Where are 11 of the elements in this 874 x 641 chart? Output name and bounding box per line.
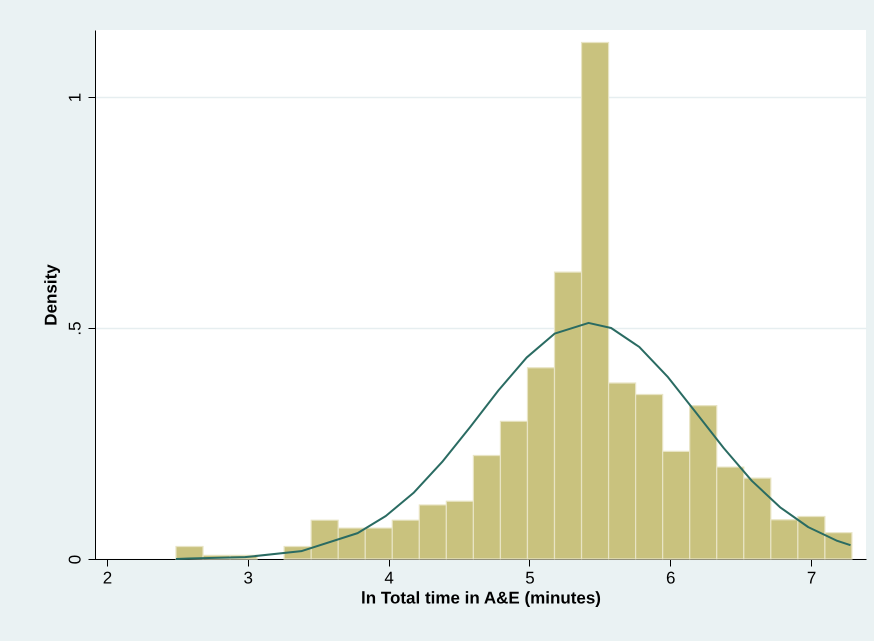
- x-tick-label: 2: [102, 568, 112, 588]
- x-tick-label: 3: [244, 568, 254, 588]
- x-tick-label: 4: [384, 568, 394, 588]
- x-tick-label: 5: [525, 568, 535, 588]
- x-tick-label: 7: [806, 568, 816, 588]
- y-tick-label: 1: [66, 92, 84, 102]
- x-tick-label: 6: [666, 568, 676, 588]
- y-axis-title: Density: [42, 264, 60, 326]
- x-axis-title: ln Total time in A&E (minutes): [361, 588, 601, 608]
- y-tick-label: .5: [66, 321, 84, 336]
- y-tick-label: 0: [66, 554, 84, 564]
